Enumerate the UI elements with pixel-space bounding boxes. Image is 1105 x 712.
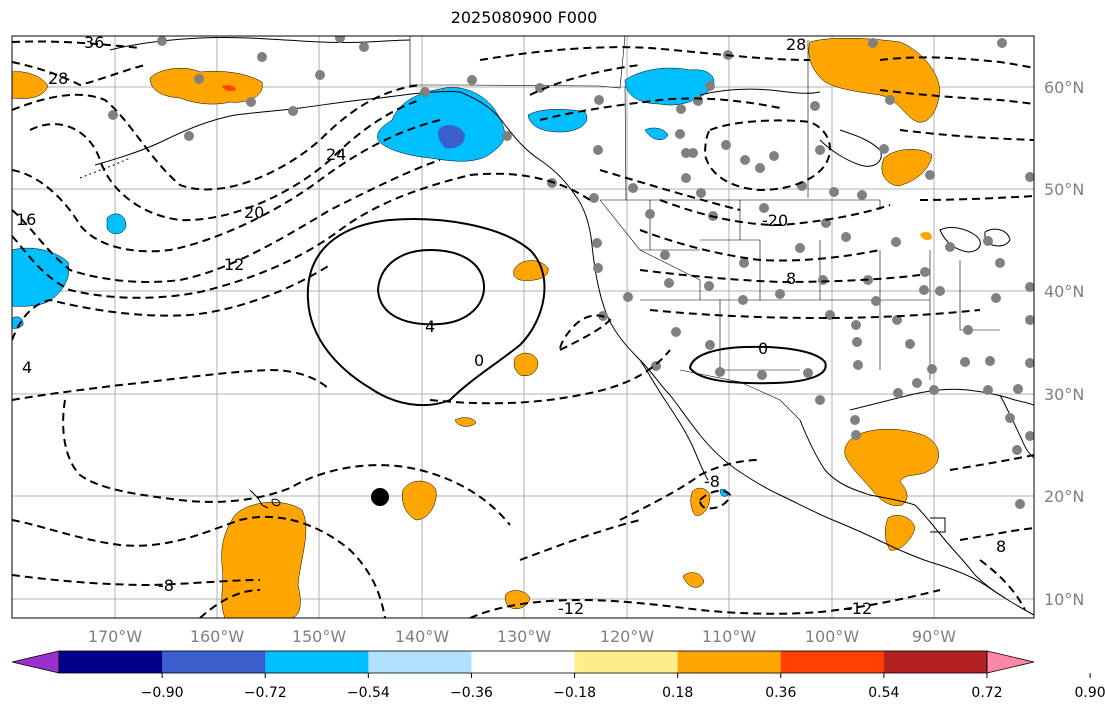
station-markers — [108, 36, 1034, 509]
lon-label: 150°W — [292, 627, 347, 646]
black-marker — [371, 488, 389, 506]
graticule — [12, 36, 1034, 618]
lat-label: 40°N — [1044, 282, 1084, 301]
lat-label: 10°N — [1044, 590, 1084, 609]
colorbar-tick-label: 0.18 — [662, 685, 693, 701]
political-boundaries — [409, 36, 1000, 421]
longitude-labels: 170°W 160°W 150°W 140°W 130°W 120°W 110°… — [88, 627, 956, 646]
contour-label: 16 — [16, 210, 36, 229]
contours — [12, 40, 1034, 618]
contour-label: -20 — [762, 211, 788, 230]
lon-label: 140°W — [395, 627, 450, 646]
colorbar-tick-label: 0.36 — [765, 685, 796, 701]
contour-label: 8 — [996, 537, 1006, 556]
lon-label: 110°W — [702, 627, 757, 646]
contour-label: 4 — [22, 358, 32, 377]
colorbar: −0.90 −0.72 −0.54 −0.36 −0.18 0.18 0.36 0.54 0.7… — [11, 650, 1105, 701]
contour-label: 36 — [84, 33, 104, 52]
contour-label: 24 — [326, 145, 346, 164]
anomaly-shading — [12, 38, 941, 618]
contour-label: -12 — [558, 599, 584, 618]
colorbar-segment — [677, 651, 782, 673]
contour-label: 8 — [786, 269, 796, 288]
colorbar-segment — [368, 651, 472, 673]
colorbar-segment — [780, 651, 885, 673]
colorbar-tick-label: −0.90 — [141, 685, 184, 701]
contour-label: 0 — [758, 339, 768, 358]
lon-label: 160°W — [190, 627, 245, 646]
lat-label: 60°N — [1044, 78, 1084, 97]
colorbar-tick-label: −0.72 — [244, 685, 287, 701]
map-frame — [11, 35, 1035, 619]
lat-label: 50°N — [1044, 180, 1084, 199]
contour-label: 28 — [48, 69, 68, 88]
latitude-labels: 60°N 50°N 40°N 30°N 20°N 10°N — [1044, 78, 1084, 609]
colorbar-segment — [471, 651, 576, 673]
map-title: 2025080900 F000 — [450, 8, 598, 27]
colorbar-tick-label: −0.18 — [553, 685, 596, 701]
colorbar-tick-label: 0.72 — [971, 685, 1002, 701]
colorbar-segment — [265, 651, 369, 673]
contour-label: 28 — [786, 35, 806, 54]
contour-labels: 36 28 24 20 16 12 4 4 0 -8 -8 -12 -12 -2… — [16, 33, 1006, 618]
lat-label: 20°N — [1044, 487, 1084, 506]
lon-label: 90°W — [912, 627, 956, 646]
lon-label: 170°W — [88, 627, 143, 646]
contour-label: 4 — [425, 317, 435, 336]
contour-label: -8 — [704, 472, 720, 491]
contour-label: 20 — [244, 203, 264, 222]
colorbar-segment — [162, 651, 266, 673]
colorbar-segment — [59, 651, 163, 673]
contour-label: 0 — [474, 351, 484, 370]
map-background — [12, 36, 1034, 618]
colorbar-tick-label: 0.54 — [868, 685, 899, 701]
contour-label: -8 — [158, 576, 174, 595]
colorbar-tick-label: −0.36 — [450, 685, 493, 701]
colorbar-extend-max — [987, 651, 1034, 673]
lon-label: 100°W — [805, 627, 860, 646]
contour-label: -12 — [846, 599, 872, 618]
colorbar-segment — [574, 651, 679, 673]
lon-label: 130°W — [497, 627, 552, 646]
contour-label: 12 — [224, 255, 244, 274]
lon-label: 120°W — [600, 627, 655, 646]
lat-label: 30°N — [1044, 385, 1084, 404]
colorbar-extend-min — [12, 651, 59, 673]
colorbar-tick-label: 0.90 — [1075, 685, 1105, 701]
colorbar-tick-label: −0.54 — [347, 685, 390, 701]
colorbar-segment — [883, 651, 988, 673]
